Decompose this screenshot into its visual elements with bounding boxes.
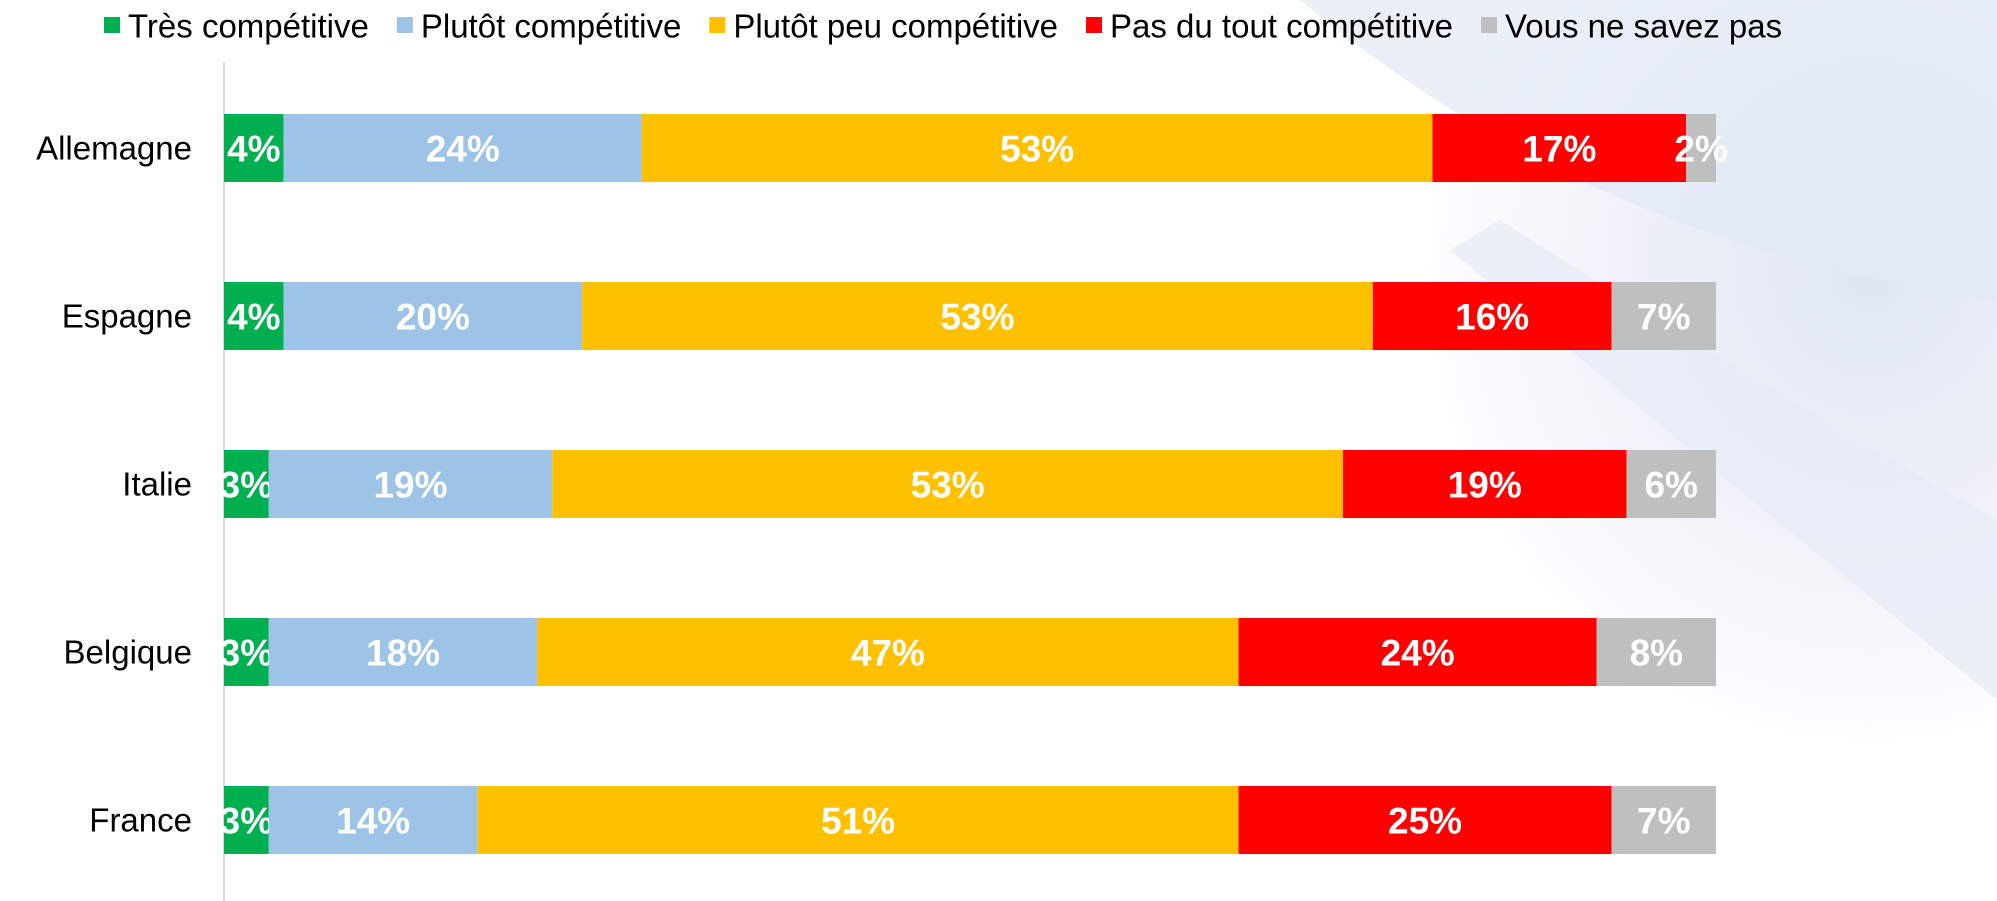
legend-swatch	[709, 17, 726, 33]
value-label: 16%	[1455, 297, 1529, 338]
value-label: 3%	[220, 633, 273, 674]
value-label: 3%	[220, 801, 273, 842]
value-label: 47%	[851, 633, 925, 674]
legend-swatch	[1086, 17, 1103, 33]
value-label: 7%	[1637, 297, 1690, 338]
category-label: Belgique	[64, 634, 192, 671]
value-label: 2%	[1674, 129, 1727, 170]
bar-segment	[552, 450, 1343, 518]
value-label: 19%	[373, 465, 447, 506]
value-label: 24%	[426, 129, 500, 170]
bar-segment	[283, 114, 642, 182]
legend-swatch	[396, 17, 413, 33]
category-label: Allemagne	[36, 130, 192, 167]
bar-segment	[641, 114, 1433, 182]
bar-segment	[1238, 786, 1612, 854]
category-label: Espagne	[62, 298, 192, 335]
value-label: 6%	[1644, 465, 1697, 506]
bar-segment	[268, 618, 538, 686]
value-label: 4%	[227, 297, 280, 338]
value-label: 4%	[227, 129, 280, 170]
value-label: 53%	[940, 297, 1014, 338]
value-label: 7%	[1637, 801, 1690, 842]
bar-segment	[1596, 618, 1716, 686]
bar-segment	[1372, 282, 1612, 350]
legend-label: Pas du tout compétitive	[1110, 8, 1453, 45]
bar-segment	[283, 282, 583, 350]
bar-segment	[1626, 450, 1716, 518]
bar-segment	[224, 450, 269, 518]
bar-segment	[224, 282, 284, 350]
legend-swatch	[1481, 17, 1498, 33]
bar-segment	[224, 114, 284, 182]
legend-label: Plutôt compétitive	[421, 8, 681, 45]
value-label: 24%	[1381, 633, 1455, 674]
bar-segment	[268, 450, 553, 518]
value-label: 14%	[336, 801, 410, 842]
bar-segment	[1238, 618, 1597, 686]
legend-label: Vous ne savez pas	[1505, 8, 1782, 45]
value-label: 17%	[1522, 129, 1596, 170]
bar-segment	[582, 282, 1373, 350]
value-label: 8%	[1630, 633, 1683, 674]
bar-segment	[268, 786, 478, 854]
bar-segment	[477, 786, 1239, 854]
bar-segment	[1432, 114, 1687, 182]
bar-segment	[1611, 282, 1716, 350]
value-label: 51%	[821, 801, 895, 842]
value-label: 53%	[1000, 129, 1074, 170]
value-label: 25%	[1388, 801, 1462, 842]
bar-segment	[1686, 114, 1716, 182]
bar-segment	[224, 786, 269, 854]
value-label: 19%	[1448, 465, 1522, 506]
value-label: 20%	[396, 297, 470, 338]
legend-label: Très compétitive	[128, 8, 369, 45]
bar-segment	[1343, 450, 1627, 518]
category-label: Italie	[122, 466, 192, 503]
category-label: France	[89, 802, 192, 839]
value-label: 18%	[366, 633, 440, 674]
legend-swatch	[104, 17, 120, 33]
bar-segment	[224, 618, 269, 686]
bar-segment	[1611, 786, 1716, 854]
value-label: 53%	[911, 465, 985, 506]
value-label: 3%	[220, 465, 273, 506]
bar-segment	[537, 618, 1239, 686]
legend-label: Plutôt peu compétitive	[733, 8, 1058, 45]
